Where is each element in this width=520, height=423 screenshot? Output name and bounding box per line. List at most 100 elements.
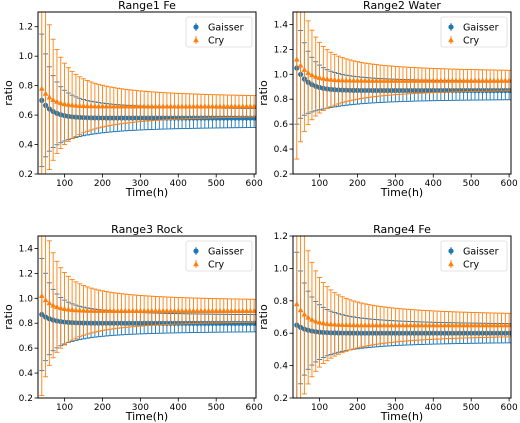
data-point [167,103,174,109]
x-tick-label: 300 [132,179,149,189]
data-point [202,307,208,313]
data-point [239,103,246,109]
data-point [331,321,338,327]
data-point [449,322,456,328]
data-point [107,307,113,313]
x-tick-label: 600 [246,403,263,413]
data-point [312,73,319,79]
data-point [441,77,448,83]
data-point [350,321,357,328]
data-point [293,56,300,62]
data-point [320,320,327,326]
data-point [122,103,128,109]
data-point [198,307,204,313]
y-axis-label: ratio [2,304,15,330]
legend-marker [448,261,454,267]
data-point [445,322,452,328]
series-cry [38,12,256,174]
data-point [358,322,365,328]
data-point [426,77,433,83]
data-point [243,103,250,109]
legend-box [440,16,508,48]
data-point [396,77,402,83]
data-point [339,77,346,83]
data-point [457,77,463,83]
data-point [202,103,208,109]
legend-label: Cry [208,36,225,47]
data-point [373,77,380,83]
data-point [186,307,193,313]
data-point [171,103,178,109]
data-point [232,320,238,326]
data-point [293,301,300,307]
x-tick-label: 500 [208,403,225,413]
data-point [61,305,68,311]
x-tick-label: 500 [463,179,480,189]
data-point [434,322,440,328]
data-point [107,103,113,109]
legend: Gaisser Cry [185,16,253,48]
data-point [475,77,482,83]
x-tick-label: 300 [387,179,404,189]
x-tick-label: 100 [56,179,73,189]
data-point [156,103,163,109]
chart-panel-1: Range1 Fe Time(h) ratio 100 200 300 400 500 600 0… [2,0,263,199]
data-point [430,77,437,83]
y-tick-label: 0.2 [19,394,33,404]
y-tick-label: 0.8 [19,319,34,329]
data-point [445,77,452,83]
x-axis-label: Time(h) [380,186,423,199]
data-point [80,102,87,109]
data-point [118,307,125,313]
y-tick-label: 0.8 [19,82,34,92]
x-tick-label: 500 [208,179,225,189]
data-point [80,307,87,313]
data-point [438,77,444,83]
data-point [331,76,338,82]
data-point [301,311,308,317]
data-point [46,94,53,100]
data-point [84,102,91,109]
data-point [392,322,399,328]
data-point [137,307,144,313]
data-point [472,77,478,83]
data-point [309,316,315,322]
data-point [369,77,376,83]
chart-panel-3: Range3 Rock Time(h) ratio 100 200 300 400 500 60… [2,223,263,423]
data-point [335,321,342,327]
data-point [232,307,238,313]
data-point [498,322,505,328]
x-axis-label: Time(h) [125,410,168,423]
data-point [347,77,353,83]
data-point [362,322,368,328]
data-point [343,77,349,83]
legend-marker [448,24,454,30]
data-point [483,322,490,328]
data-point [232,103,238,109]
data-point [228,103,235,109]
data-point [422,322,429,328]
x-tick-label: 200 [349,403,366,413]
data-point [297,307,304,313]
x-tick-label: 400 [425,403,442,413]
data-point [164,103,170,109]
x-tick-label: 600 [501,403,518,413]
data-point [103,307,110,313]
y-tick-label: 0.4 [19,369,34,379]
data-point [167,307,174,313]
legend-marker [193,24,199,30]
data-point [487,322,493,328]
data-point [145,103,151,109]
data-point [251,307,256,313]
y-tick-label: 0.6 [274,329,289,339]
data-point [301,66,308,72]
data-point [335,76,342,83]
data-point [441,322,448,328]
data-point [103,103,110,109]
y-tick-label: 1.0 [19,294,34,304]
plot-frame [292,11,512,175]
y-tick-label: 0.6 [274,120,289,130]
legend-marker [193,261,199,267]
data-point [175,307,182,313]
x-tick-label: 400 [170,403,187,413]
